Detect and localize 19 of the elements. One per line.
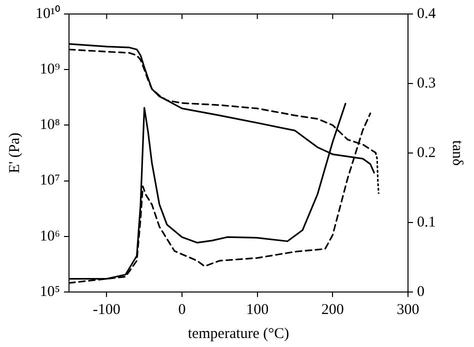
y2-tick-label: 0.2 bbox=[417, 144, 436, 161]
y2-tick-label: 0 bbox=[417, 284, 424, 300]
x-tick-label: 300 bbox=[396, 302, 420, 318]
x-tick-label: 0 bbox=[178, 302, 186, 318]
y2-axis-title: tanδ bbox=[449, 140, 466, 166]
x-tick-label: 100 bbox=[246, 302, 269, 318]
y2-tick-label: 0.3 bbox=[417, 75, 436, 92]
x-tick-label: -100 bbox=[92, 302, 120, 318]
y-tick-label: 10⁸ bbox=[40, 117, 60, 134]
y-tick-label: 10⁶ bbox=[40, 228, 60, 244]
y-tick-label: 10⁵ bbox=[40, 284, 60, 300]
y-tick-label: 10¹⁰ bbox=[36, 4, 60, 22]
y2-tick-label: 0.1 bbox=[417, 214, 436, 230]
y-axis-title: E' (Pa) bbox=[6, 132, 23, 174]
y-tick-label: 10⁹ bbox=[40, 62, 60, 78]
x-tick-label: 200 bbox=[321, 302, 344, 318]
y2-tick-label: 0.4 bbox=[417, 6, 436, 22]
x-axis-title: temperature (°C) bbox=[188, 326, 290, 342]
y-tick-label: 10⁷ bbox=[40, 172, 60, 189]
